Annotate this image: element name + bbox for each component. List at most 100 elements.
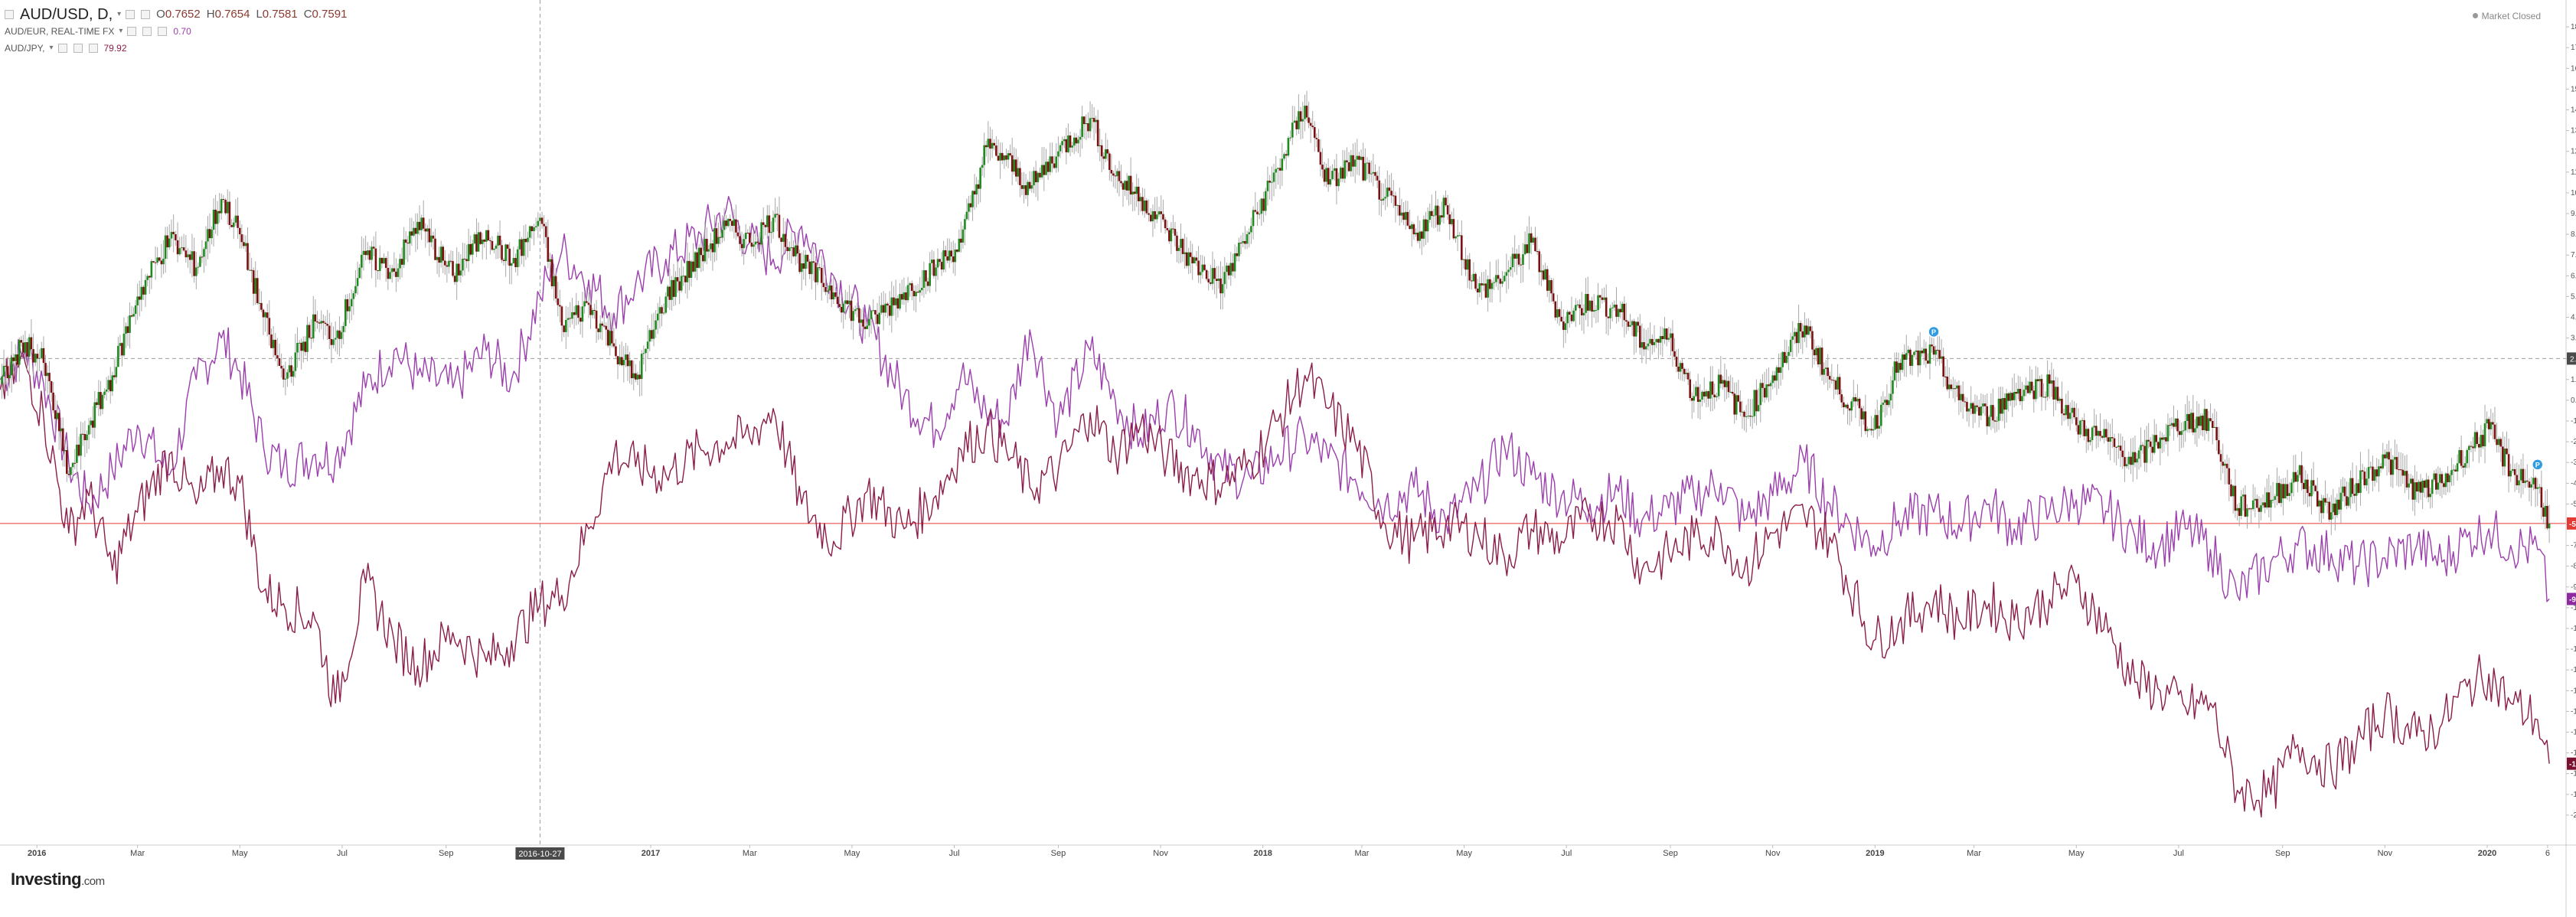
candle-body — [2198, 416, 2200, 426]
x-tick-label: Mar — [130, 849, 145, 858]
candle-body — [2036, 379, 2039, 382]
candle-body — [824, 287, 827, 292]
candle-body — [1174, 229, 1177, 236]
candle-body — [384, 258, 387, 268]
settings-icon[interactable] — [73, 44, 83, 53]
candle-body — [1121, 183, 1125, 190]
brand-logo[interactable]: Investing.com — [11, 870, 105, 889]
flag-marker-icon[interactable] — [2532, 459, 2544, 471]
candle-body — [1366, 162, 1369, 164]
candle-body — [1213, 268, 1216, 279]
flag-marker-icon[interactable] — [1928, 325, 1940, 338]
main-symbol[interactable]: AUD/USD, D, — [20, 6, 113, 23]
candle-body — [2382, 454, 2385, 468]
candle-body — [1731, 391, 1734, 394]
candle-body — [243, 242, 245, 246]
candle-body — [1219, 278, 1222, 294]
series-line-aud-eur-real-time-fx[interactable] — [0, 196, 2550, 602]
candle-body — [704, 239, 707, 262]
candle-body — [896, 298, 899, 309]
candle-body — [1785, 355, 1788, 363]
visibility-toggle-icon[interactable] — [126, 10, 135, 19]
candle-body — [2339, 492, 2343, 510]
candle-body — [2385, 452, 2388, 459]
candle-body — [2512, 468, 2514, 472]
candle-body — [1677, 367, 1680, 372]
candle-body — [711, 243, 714, 253]
legend-compare-audjpy[interactable]: AUD/JPY, ▾ 79.92 — [5, 40, 353, 57]
candle-body — [784, 233, 787, 247]
candle-body — [1884, 400, 1886, 403]
candle-body — [758, 243, 761, 245]
candle-body — [872, 310, 875, 312]
candle-body — [6, 366, 9, 378]
candle-body — [286, 372, 289, 379]
candle-body — [338, 330, 341, 339]
status-dot-icon — [2472, 13, 2478, 18]
legend-main-series[interactable]: AUD/USD, D, ▾ O0.7652 H0.7654 L0.7581 C0.75… — [5, 6, 353, 23]
candle-body — [524, 238, 527, 243]
candle-body — [1811, 331, 1814, 350]
remove-icon[interactable] — [158, 27, 168, 36]
candle-body — [2338, 499, 2340, 510]
candle-body — [667, 286, 669, 297]
candle-body — [2480, 435, 2483, 448]
legend-compare-audeur[interactable]: AUD/EUR, REAL-TIME FX ▾ 0.70 — [5, 23, 353, 40]
candle-body — [240, 234, 243, 243]
candle-body — [2347, 497, 2350, 506]
chevron-down-icon[interactable]: ▾ — [49, 44, 54, 52]
visibility-toggle-icon[interactable] — [57, 44, 67, 53]
candle-body — [1716, 396, 1718, 398]
chevron-down-icon[interactable]: ▾ — [119, 27, 123, 35]
candle-body — [822, 282, 825, 288]
settings-icon[interactable] — [142, 27, 152, 36]
candle-body — [1184, 252, 1186, 254]
candle-body — [2532, 478, 2535, 485]
candle-body — [282, 368, 285, 380]
candle-body — [1189, 252, 1192, 257]
candle-body — [1275, 168, 1278, 173]
candle-body — [862, 319, 864, 327]
candle-body — [1679, 363, 1682, 372]
candle-body — [1472, 273, 1475, 282]
candle-body — [1828, 376, 1831, 380]
candle-body — [850, 300, 853, 321]
candle-body — [662, 312, 665, 314]
candle-body — [688, 260, 691, 278]
candle-body — [1482, 283, 1485, 286]
candle-body — [616, 356, 619, 364]
candle-body — [1619, 308, 1622, 312]
candle-body — [2192, 413, 2195, 432]
candle-body — [521, 239, 523, 256]
compare-symbol[interactable]: AUD/JPY, — [5, 43, 45, 54]
remove-icon[interactable] — [88, 44, 98, 53]
series-candles-audusd[interactable] — [1, 90, 2551, 543]
candle-body — [973, 191, 976, 195]
candle-body — [1878, 426, 1881, 429]
collapse-legend-icon[interactable] — [5, 10, 14, 19]
candle-body — [1191, 256, 1193, 264]
chart-series-area[interactable]: PP — [0, 90, 2551, 817]
y-tick-label: -14.00% — [2571, 687, 2576, 695]
candle-body — [442, 246, 445, 261]
compare-symbol[interactable]: AUD/EUR, REAL-TIME FX — [5, 26, 115, 37]
candle-body — [1729, 391, 1732, 393]
candle-body — [1266, 181, 1269, 191]
candle-body — [2125, 464, 2128, 467]
series-line-aud-jpy[interactable] — [0, 351, 2550, 817]
candle-body — [1876, 415, 1879, 429]
candle-body — [1073, 137, 1076, 146]
candle-body — [1795, 331, 1798, 344]
candle-body — [2483, 423, 2486, 447]
chevron-down-icon[interactable]: ▾ — [117, 10, 122, 18]
candle-body — [404, 239, 407, 243]
candle-body — [2097, 431, 2100, 436]
candle-body — [782, 233, 785, 242]
candle-body — [453, 276, 456, 282]
visibility-toggle-icon[interactable] — [127, 27, 137, 36]
settings-icon[interactable] — [141, 10, 151, 19]
x-tick-label: May — [844, 849, 860, 858]
candle-body — [826, 290, 829, 292]
candle-body — [2011, 393, 2013, 400]
